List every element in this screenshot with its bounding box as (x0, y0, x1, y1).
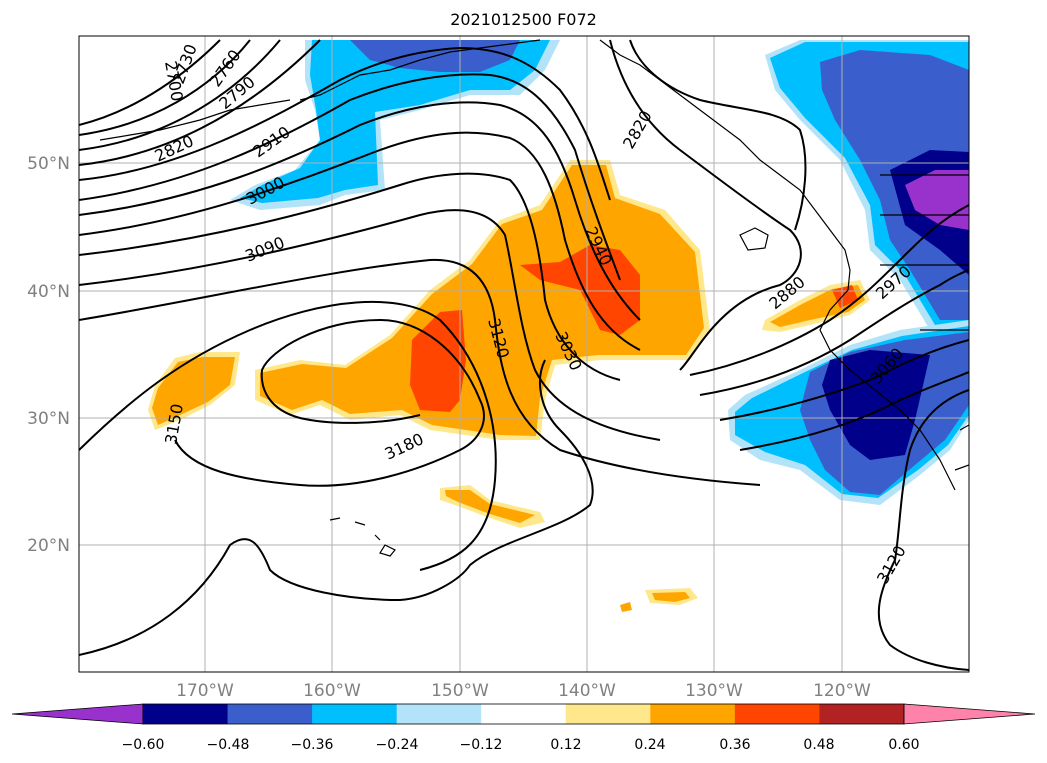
lat-label: 30°N (27, 409, 70, 429)
map-title: 2021012500 F072 (450, 10, 597, 29)
lat-label: 20°N (27, 536, 70, 556)
colorbar-tick: 0.36 (719, 737, 750, 753)
colorbar-border (142, 703, 905, 725)
colorbar-segment (650, 704, 736, 724)
longitude-labels: 170°W 160°W 150°W 140°W 130°W 120°W (176, 681, 871, 701)
lon-label: 130°W (685, 681, 743, 701)
colorbar-segment (227, 704, 313, 724)
lat-label: 40°N (27, 282, 70, 302)
lon-label: 160°W (303, 681, 361, 701)
colorbar-tick: 0.24 (634, 737, 665, 753)
latitude-labels: 50°N 40°N 30°N 20°N (27, 154, 70, 556)
colorbar-extend-high (903, 703, 1036, 725)
colorbar-tick: 0.12 (550, 737, 581, 753)
colorbar-segment (143, 704, 229, 724)
colorbar-ticks: −0.60 −0.48 −0.36 −0.24 −0.12 0.12 0.24 … (122, 737, 920, 753)
colorbar-segment (565, 704, 651, 724)
colorbar-tick: −0.36 (291, 737, 334, 753)
colorbar-tick: 0.48 (803, 737, 834, 753)
colorbar (11, 703, 1036, 725)
colorbar-tick: −0.12 (460, 737, 503, 753)
colorbar-tick: −0.24 (376, 737, 419, 753)
lat-label: 50°N (27, 154, 70, 174)
height-contours (79, 39, 969, 671)
shaded-anomaly-fields (148, 40, 969, 612)
lon-label: 150°W (431, 681, 489, 701)
lon-label: 170°W (176, 681, 234, 701)
colorbar-segment (819, 704, 905, 724)
colorbar-segment (396, 704, 482, 724)
lon-label: 140°W (558, 681, 616, 701)
colorbar-tick: −0.60 (122, 737, 165, 753)
coastlines (99, 39, 969, 557)
colorbar-segment (734, 704, 820, 724)
colorbar-extend-low (11, 703, 144, 725)
colorbar-tick: −0.48 (207, 737, 250, 753)
map-frame (78, 35, 970, 673)
colorbar-tick: 0.60 (888, 737, 919, 753)
lon-label: 120°W (813, 681, 871, 701)
colorbar-segment (312, 704, 398, 724)
colorbar-segment (481, 704, 567, 724)
